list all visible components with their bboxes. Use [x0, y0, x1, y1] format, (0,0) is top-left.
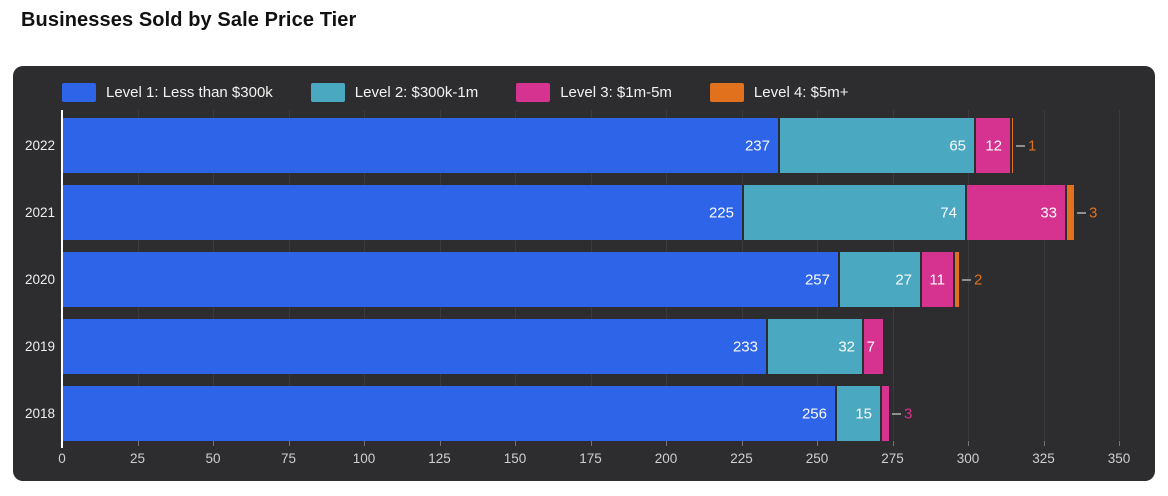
- bar-value-label: 7: [866, 338, 875, 355]
- bar-segment[interactable]: 74: [742, 185, 965, 240]
- bar-row: 225 74 33 3: [62, 185, 1147, 240]
- bar-segment[interactable]: 32: [766, 319, 863, 374]
- x-tick-label: 150: [503, 451, 527, 466]
- callout-line: [1077, 211, 1086, 214]
- callout-line: [892, 412, 901, 415]
- callout-line: [962, 278, 971, 281]
- x-tick-label: 200: [654, 451, 678, 466]
- bar-segment[interactable]: 256: [62, 386, 835, 441]
- bar-value-label: 12: [985, 137, 1002, 154]
- x-tick-label: 275: [881, 451, 904, 466]
- bar-segment[interactable]: 7: [862, 319, 883, 374]
- legend-item-level-1[interactable]: Level 1: Less than $300k: [62, 82, 273, 102]
- bar-segment[interactable]: 65: [778, 118, 974, 173]
- bar-segment[interactable]: 11: [920, 252, 953, 307]
- bar-segment[interactable]: [1065, 185, 1074, 240]
- legend-label: Level 2: $300k-1m: [354, 83, 479, 101]
- x-tick-label: 100: [352, 451, 376, 466]
- y-axis-label: 2021: [24, 204, 55, 220]
- legend-swatch: [310, 82, 345, 102]
- bar-segment[interactable]: 233: [62, 319, 766, 374]
- bar-row: 257 27 11 2: [62, 252, 1147, 307]
- chart-panel: Level 1: Less than $300k Level 2: $300k-1…: [13, 66, 1155, 481]
- y-axis-label: 2019: [24, 338, 55, 354]
- bar-value-label: 257: [804, 271, 830, 288]
- x-tick-label: 175: [579, 451, 602, 466]
- y-axis-line: [61, 110, 63, 448]
- gridline: [968, 110, 969, 440]
- callout-value-label: 1: [1028, 137, 1037, 154]
- bar-row: 233 32 7: [62, 319, 1147, 374]
- bar-value-label: 32: [838, 338, 855, 355]
- bar-value-label: 33: [1040, 204, 1057, 221]
- gridline: [1043, 110, 1045, 440]
- bar-segment[interactable]: 257: [62, 252, 838, 307]
- legend-label: Level 1: Less than $300k: [106, 83, 273, 101]
- bar-value-label: 15: [855, 405, 872, 422]
- y-axis-label: 2022: [24, 137, 55, 153]
- legend-swatch: [709, 82, 744, 102]
- x-axis-tick: [968, 441, 969, 446]
- x-axis-tick: [741, 441, 743, 446]
- bar-segment[interactable]: [953, 252, 959, 307]
- x-axis-tick: [364, 441, 365, 446]
- legend-item-level-4[interactable]: Level 4: $5m+: [709, 82, 849, 102]
- plot-area: 0 25 50 75 100 125 150 175 200 225 250 275 300 325 350…: [58, 110, 1147, 466]
- bar-segment[interactable]: 15: [835, 386, 880, 441]
- gridline: [1119, 110, 1120, 440]
- x-axis-tick: [817, 441, 818, 446]
- bar-segment[interactable]: 12: [974, 118, 1010, 173]
- x-tick-label: 50: [205, 451, 221, 466]
- x-axis-tick: [892, 441, 894, 446]
- x-tick-label: 350: [1107, 451, 1131, 466]
- x-axis-tick: [137, 441, 139, 446]
- legend-label: Level 3: $1m-5m: [560, 83, 672, 101]
- y-axis-label: 2018: [24, 405, 55, 421]
- x-axis-tick: [515, 441, 516, 446]
- legend-label: Level 4: $5m+: [753, 83, 849, 101]
- bar-segment[interactable]: 33: [965, 185, 1065, 240]
- bar-value-label: 225: [708, 204, 734, 221]
- x-axis-tick: [213, 441, 214, 446]
- x-axis-tick: [590, 441, 592, 446]
- x-tick-label: 325: [1032, 451, 1055, 466]
- legend-swatch: [516, 82, 551, 102]
- bar-value-label: 233: [732, 338, 758, 355]
- x-tick-label: 25: [129, 451, 146, 466]
- bar-segment[interactable]: 225: [62, 185, 742, 240]
- x-tick-label: 225: [730, 451, 753, 466]
- bar-segment[interactable]: [880, 386, 889, 441]
- bar-value-label: 74: [940, 204, 957, 221]
- x-axis-tick: [439, 441, 441, 446]
- bar-value-label: 237: [744, 137, 770, 154]
- bar-value-label: 65: [949, 137, 966, 154]
- callout-value-label: 3: [1089, 204, 1098, 221]
- x-tick-label: 125: [428, 451, 451, 466]
- x-tick-label: 300: [956, 451, 980, 466]
- callout-value-label: 2: [974, 271, 983, 288]
- callout-value-label: 3: [904, 405, 913, 422]
- callout-line: [1016, 144, 1025, 147]
- x-tick-label: 75: [280, 451, 297, 466]
- x-tick-label: 250: [805, 451, 829, 466]
- bar-value-label: 256: [801, 405, 827, 422]
- legend-swatch: [62, 82, 96, 102]
- x-axis-tick: [288, 441, 290, 446]
- bar-row: 237 65 12 1: [62, 118, 1147, 173]
- bar-value-label: 11: [929, 271, 945, 288]
- bar-segment[interactable]: 27: [838, 252, 920, 307]
- x-tick-label: 0: [58, 451, 66, 466]
- x-axis-tick: [666, 441, 667, 446]
- x-axis-tick: [1043, 441, 1045, 446]
- legend-item-level-2[interactable]: Level 2: $300k-1m: [310, 82, 479, 102]
- x-axis-tick: [1119, 441, 1120, 446]
- legend-item-level-3[interactable]: Level 3: $1m-5m: [516, 82, 672, 102]
- y-axis-label: 2020: [24, 271, 55, 287]
- bar-row: 256 15 3: [62, 386, 1147, 441]
- bar-segment[interactable]: 237: [62, 118, 778, 173]
- chart-title: Businesses Sold by Sale Price Tier: [21, 9, 357, 31]
- bar-segment[interactable]: [1010, 118, 1013, 173]
- bar-value-label: 27: [895, 271, 912, 288]
- legend: Level 1: Less than $300k Level 2: $300k-1…: [62, 81, 849, 103]
